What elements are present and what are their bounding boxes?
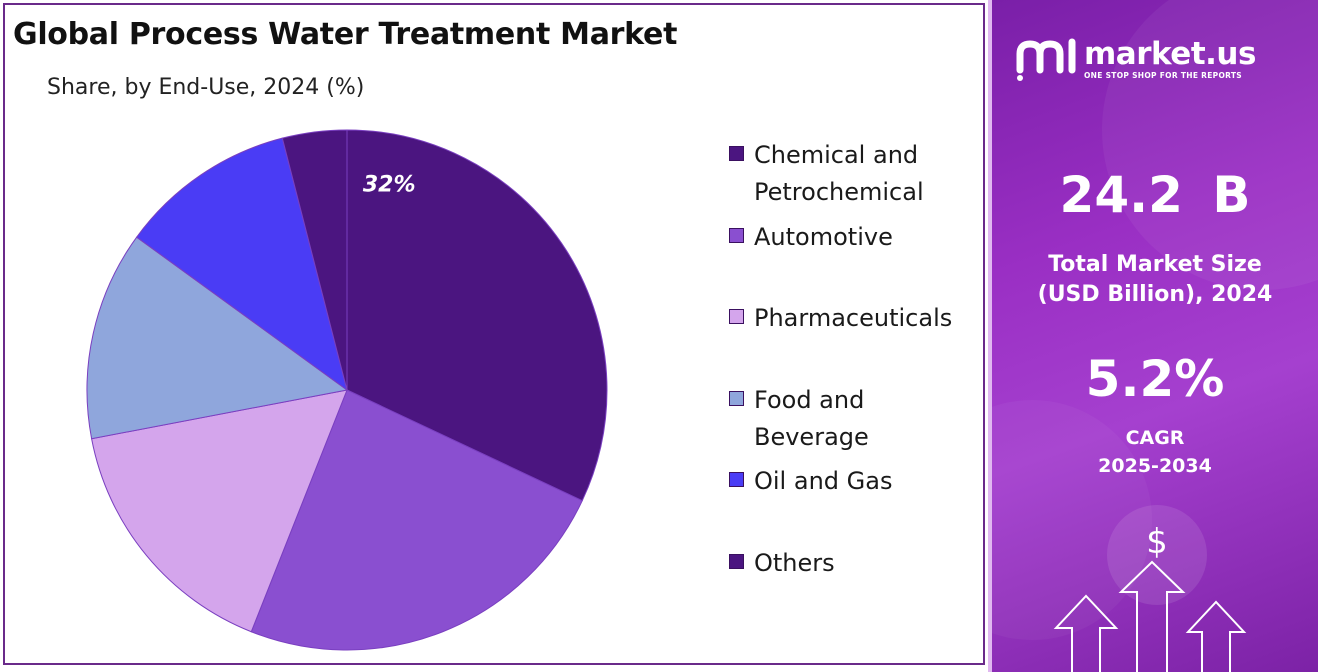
- legend-swatch-pharmaceuticals: [729, 309, 744, 324]
- pie-slice-others: [281, 129, 348, 391]
- chart-subtitle: Share, by End-Use, 2024 (%): [47, 75, 365, 100]
- cagr-value: 5.2%: [1085, 350, 1225, 408]
- legend-item-chemical: Chemical and Petrochemical: [729, 137, 979, 211]
- brand-tagline: ONE STOP SHOP FOR THE REPORTS: [1084, 70, 1242, 80]
- legend: Chemical and Petrochemical Automotive Ph…: [729, 137, 984, 597]
- info-panel: $ market.us ONE STOP SHOP FOR THE REPORT…: [988, 0, 1318, 672]
- cagr-label-line1: CAGR: [1125, 427, 1185, 449]
- cagr-label-line2: 2025-2034: [1098, 455, 1212, 477]
- pie-slice-oil-and-gas: [135, 137, 348, 392]
- market-size-value: 24.2 B: [1059, 166, 1251, 224]
- legend-item-food-beverage: Food and Beverage: [729, 382, 904, 456]
- legend-label-chemical: Chemical and Petrochemical: [754, 141, 924, 206]
- legend-swatch-food-beverage: [729, 391, 744, 406]
- legend-item-oil-gas: Oil and Gas: [729, 463, 979, 500]
- brand-name: market.us: [1084, 35, 1256, 72]
- legend-item-pharmaceuticals: Pharmaceuticals: [729, 300, 979, 337]
- legend-item-others: Others: [729, 545, 979, 582]
- market-size-label-line1: Total Market Size: [1048, 252, 1262, 277]
- legend-label-oil-gas: Oil and Gas: [754, 467, 893, 495]
- market-us-logo-icon: [1016, 38, 1076, 81]
- background-decoration: $: [992, 0, 1318, 672]
- pie-slice-automotive: [250, 389, 583, 651]
- legend-item-automotive: Automotive: [729, 219, 979, 256]
- legend-swatch-automotive: [729, 228, 744, 243]
- pie-slice-food-and-beverage: [86, 236, 349, 440]
- pie-chart: 32%: [86, 129, 608, 651]
- up-arrow-icon: [1053, 560, 1247, 672]
- pie-slice-pharmaceuticals: [91, 389, 348, 633]
- chart-title: Global Process Water Treatment Market: [13, 17, 678, 52]
- legend-swatch-others: [729, 554, 744, 569]
- legend-swatch-chemical: [729, 146, 744, 161]
- cagr-label: CAGR 2025-2034: [992, 424, 1318, 480]
- legend-label-pharmaceuticals: Pharmaceuticals: [754, 304, 953, 332]
- brand-logo: market.us ONE STOP SHOP FOR THE REPORTS: [1014, 36, 1256, 82]
- legend-label-automotive: Automotive: [754, 223, 893, 251]
- chart-panel: Global Process Water Treatment Market Sh…: [3, 3, 985, 665]
- legend-swatch-oil-gas: [729, 472, 744, 487]
- pie-slice-chemical-and-petrochemical: [346, 129, 608, 502]
- data-label-chemical-and-petrochemical: 32%: [363, 173, 416, 198]
- market-size-label-line2: (USD Billion), 2024: [1037, 282, 1273, 307]
- svg-text:$: $: [1146, 522, 1168, 562]
- legend-label-food-beverage: Food and Beverage: [754, 386, 869, 451]
- legend-label-others: Others: [754, 549, 835, 577]
- market-size-label: Total Market Size (USD Billion), 2024: [992, 250, 1318, 310]
